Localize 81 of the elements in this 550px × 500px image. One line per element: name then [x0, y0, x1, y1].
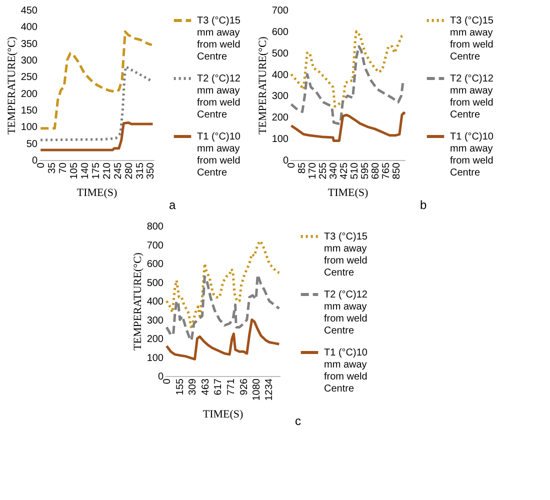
- x-tick-label: 1234: [264, 378, 276, 401]
- x-tick-label: 255: [318, 162, 330, 180]
- line-series: [39, 121, 154, 152]
- y-tick-label: 200: [272, 112, 289, 124]
- line-series: [165, 240, 280, 330]
- y-axis-title: TEMPERATURE(°C): [256, 36, 269, 134]
- text: c: [295, 414, 301, 428]
- line-series: [290, 45, 406, 125]
- x-tick-label: 0: [286, 162, 298, 168]
- x-tick-label: 765: [380, 162, 392, 180]
- x-tick-label: 105: [68, 162, 80, 180]
- line-series: [39, 65, 154, 142]
- x-tick-label: 175: [90, 162, 102, 180]
- legend-label: T3 (°C)15 mm away from weld Centre: [197, 16, 241, 62]
- x-tick-label: 155: [174, 378, 186, 396]
- y-tick-label: 600: [146, 259, 164, 270]
- y-tick-label: 800: [146, 222, 164, 232]
- x-tick-label: 210: [102, 162, 113, 180]
- x-tick-label: 0: [36, 162, 48, 168]
- y-tick-label: 300: [20, 56, 38, 66]
- x-tick-label: 510: [349, 162, 360, 180]
- x-tick-label: 245: [112, 162, 124, 180]
- y-tick-label: 250: [20, 72, 38, 84]
- text: a: [169, 198, 176, 212]
- y-tick-label: 100: [146, 352, 164, 364]
- x-tick-label: 35: [47, 162, 58, 174]
- legend-label: T1 (°C)10 mm away from weld Centre: [324, 348, 368, 394]
- text: b: [420, 198, 427, 212]
- y-tick-label: 400: [146, 296, 164, 308]
- y-tick-label: 600: [272, 26, 289, 38]
- x-tick-label: 425: [339, 162, 350, 180]
- y-tick-label: 500: [272, 48, 289, 60]
- y-axis-title: TEMPERATURE(°C): [132, 252, 144, 350]
- x-tick-label: 85: [297, 162, 308, 174]
- y-tick-label: 50: [26, 138, 38, 150]
- y-tick-label: 400: [20, 22, 38, 34]
- legend-label: T3 (°C)15 mm away from weld Centre: [450, 16, 494, 62]
- legend-label: T1 (°C)10 mm away from weld Centre: [197, 132, 241, 178]
- y-tick-label: 450: [20, 6, 38, 16]
- legend-label: T3 (°C)15 mm away from weld Centre: [324, 232, 368, 278]
- x-tick-label: 595: [360, 162, 371, 180]
- x-tick-label: 315: [134, 162, 146, 180]
- y-tick-label: 100: [20, 122, 38, 134]
- y-tick-label: 300: [272, 91, 289, 102]
- line-series: [290, 30, 406, 108]
- y-tick-label: 300: [146, 315, 164, 326]
- legend-label: T1 (°C)10 mm away from weld Centre: [450, 132, 494, 178]
- x-tick-label: 70: [58, 162, 69, 174]
- legend-label: T2 (°C)12 mm away from weld Centre: [197, 74, 241, 120]
- x-tick-label: 1080: [252, 378, 263, 401]
- x-tick-label: 771: [226, 378, 237, 396]
- y-tick-label: 400: [272, 70, 289, 81]
- y-tick-label: 100: [272, 134, 289, 146]
- x-tick-label: 170: [308, 162, 319, 180]
- y-axis-title: TEMPERATURE(°C): [6, 36, 18, 134]
- x-axis-title: TIME(S): [202, 408, 244, 421]
- line-series: [165, 274, 280, 342]
- x-tick-label: 850: [391, 162, 402, 180]
- y-tick-label: 350: [20, 38, 38, 50]
- y-tick-label: 700: [146, 240, 164, 252]
- y-tick-label: 150: [20, 106, 38, 116]
- y-tick-label: 200: [20, 88, 38, 100]
- y-tick-label: 700: [272, 6, 289, 16]
- x-tick-label: 340: [328, 162, 340, 180]
- x-tick-label: 463: [200, 378, 212, 396]
- x-tick-label: 617: [213, 378, 224, 396]
- line-series: [165, 318, 280, 360]
- x-tick-label: 280: [124, 162, 135, 180]
- x-tick-label: 309: [188, 378, 199, 396]
- legend-label: T2 (°C)12 mm away from weld Centre: [324, 290, 368, 336]
- y-tick-label: 200: [146, 334, 164, 345]
- x-tick-label: 140: [80, 162, 91, 180]
- x-tick-label: 0: [162, 378, 174, 384]
- x-tick-label: 926: [238, 378, 250, 396]
- legend-label: T2 (°C)12 mm away from weld Centre: [450, 74, 494, 120]
- x-tick-label: 680: [370, 162, 382, 180]
- x-axis-title: TIME(S): [76, 187, 118, 200]
- x-axis-title: TIME(S): [328, 187, 368, 200]
- line-series: [290, 112, 406, 142]
- y-tick-label: 500: [146, 278, 164, 289]
- line-series: [39, 30, 154, 130]
